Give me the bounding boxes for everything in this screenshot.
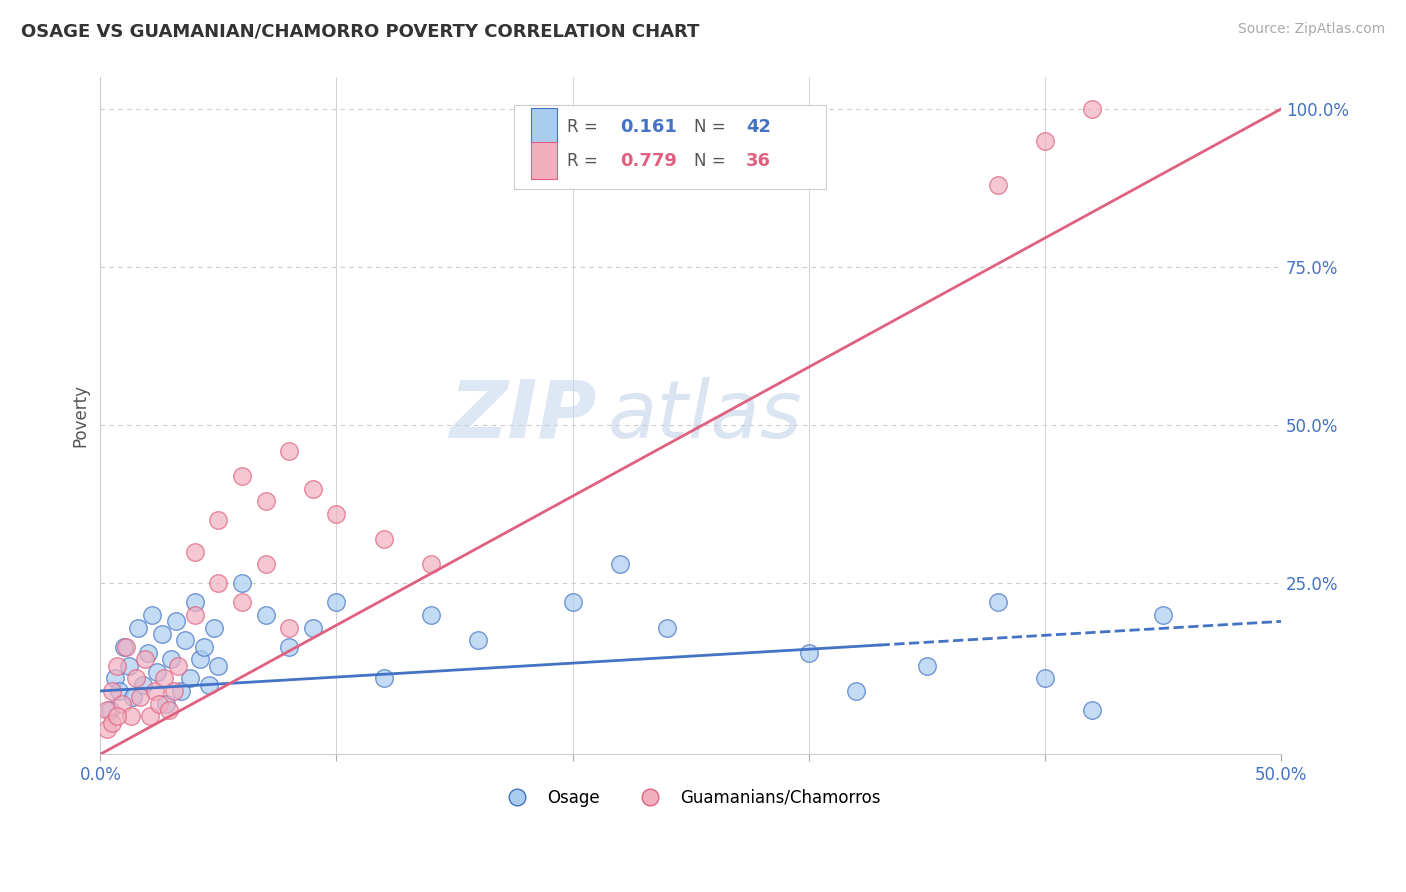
Point [127,621,149,635]
Point [302,621,325,635]
Point [120,709,142,723]
Point [325,595,347,609]
Point [146,665,169,679]
Point [188,652,211,666]
Point [207,513,229,527]
Text: R =: R = [567,152,603,169]
Point [129,690,152,705]
Point [207,658,229,673]
FancyBboxPatch shape [531,108,557,145]
Point [278,640,301,654]
Legend: Osage, Guamanians/Chamorros: Osage, Guamanians/Chamorros [494,782,887,814]
Point [184,545,207,559]
Point [150,627,173,641]
Point [143,684,166,698]
Point [132,678,155,692]
Text: 0.161: 0.161 [620,118,676,136]
Y-axis label: Poverty: Poverty [72,384,89,447]
Point [325,507,347,521]
Point [207,576,229,591]
Point [1081,102,1104,116]
Point [165,615,187,629]
Point [148,697,170,711]
Point [1033,671,1056,685]
Point [101,684,124,698]
Point [655,621,678,635]
Point [1033,134,1056,148]
Point [153,671,176,685]
Point [112,640,135,654]
Point [231,469,253,483]
Point [160,652,183,666]
Point [110,697,132,711]
Point [198,678,221,692]
Point [193,640,215,654]
Point [115,640,138,654]
Point [157,703,180,717]
Point [987,178,1010,192]
Point [96,722,118,736]
Point [118,658,141,673]
Text: OSAGE VS GUAMANIAN/CHAMORRO POVERTY CORRELATION CHART: OSAGE VS GUAMANIAN/CHAMORRO POVERTY CORR… [21,22,699,40]
Point [101,715,124,730]
FancyBboxPatch shape [513,104,827,189]
Point [125,671,148,685]
Point [845,684,868,698]
Point [915,658,938,673]
Point [467,633,489,648]
Text: 42: 42 [747,118,770,136]
Point [141,608,163,623]
Point [1152,608,1174,623]
Point [254,608,277,623]
Point [96,703,118,717]
Point [987,595,1010,609]
Text: ZIP: ZIP [449,376,596,455]
Point [174,633,197,648]
Point [231,576,253,591]
Text: 36: 36 [747,152,770,169]
Point [136,646,159,660]
Point [373,671,395,685]
Point [609,558,631,572]
Text: Source: ZipAtlas.com: Source: ZipAtlas.com [1237,22,1385,37]
Text: atlas: atlas [607,376,803,455]
Point [302,482,325,496]
Point [108,684,131,698]
Text: N =: N = [695,152,731,169]
Point [155,697,177,711]
Point [139,709,162,723]
Point [105,709,128,723]
Point [105,658,128,673]
Text: R =: R = [567,118,603,136]
Text: N =: N = [695,118,731,136]
Point [278,621,301,635]
Point [797,646,820,660]
Point [231,595,253,609]
Point [167,658,190,673]
Point [1081,703,1104,717]
Point [254,558,277,572]
Point [122,690,145,705]
Point [103,671,125,685]
Point [98,703,121,717]
Point [162,684,184,698]
Point [134,652,156,666]
Point [179,671,201,685]
Point [373,532,395,546]
Point [184,608,207,623]
Point [419,558,441,572]
Point [169,684,191,698]
Point [184,595,207,609]
Point [202,621,225,635]
Text: 0.779: 0.779 [620,152,676,169]
Point [419,608,441,623]
Point [278,443,301,458]
FancyBboxPatch shape [531,142,557,179]
Point [561,595,583,609]
Point [254,494,277,508]
